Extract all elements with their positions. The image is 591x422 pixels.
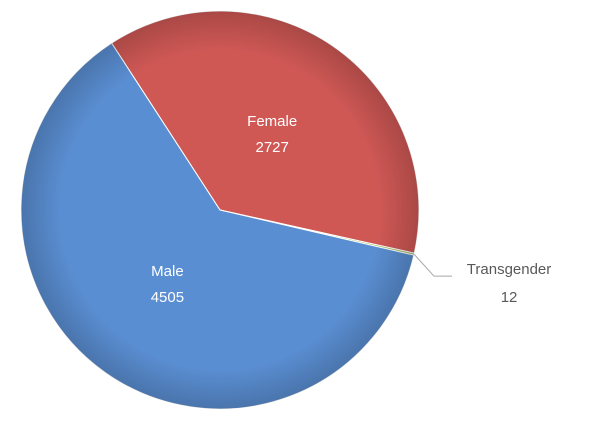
slice-value: 4505 (151, 289, 184, 306)
leader-line (413, 253, 453, 277)
slice-label: Male (151, 263, 184, 280)
slice-value: 2727 (256, 139, 289, 156)
slice-label: Transgender (467, 261, 552, 278)
slice-label: Female (247, 113, 297, 130)
slice-value: 12 (501, 289, 518, 306)
